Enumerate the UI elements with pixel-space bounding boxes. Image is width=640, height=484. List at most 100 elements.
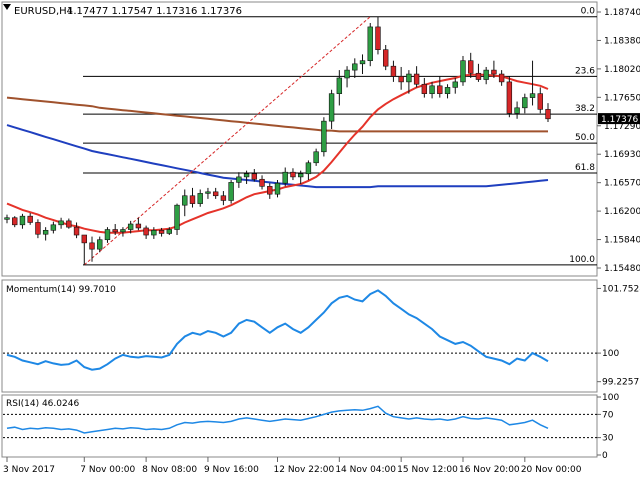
candle xyxy=(321,117,327,157)
candle xyxy=(243,170,250,184)
bear-candle-body xyxy=(498,73,505,83)
fib-trend-line xyxy=(83,16,371,266)
price-tick-label: 1.18380 xyxy=(604,36,640,46)
candle xyxy=(212,187,219,199)
bull-candle-body xyxy=(522,97,528,109)
bull-candle-body xyxy=(197,193,203,204)
bull-candle-body xyxy=(514,107,520,114)
bear-candle-body xyxy=(143,227,149,236)
candle xyxy=(189,187,196,208)
candle xyxy=(12,216,18,228)
bull-candle-body xyxy=(282,171,288,184)
bear-candle-body xyxy=(537,93,543,110)
time-tick-label: 20 Nov 00:00 xyxy=(521,465,582,475)
bear-candle-body xyxy=(12,217,18,226)
price-tick-label: 1.18740 xyxy=(604,8,640,18)
rsi-panel[interactable]: RSI(14) 46.0246 100 70 30 0 xyxy=(1,393,619,461)
momentum-tick-label: 99.2257 xyxy=(602,378,639,388)
fib-level-label: 50.0 xyxy=(575,133,595,143)
candle xyxy=(174,203,180,236)
candle xyxy=(383,44,389,71)
candle xyxy=(166,227,172,236)
fib-level-label: 0.0 xyxy=(581,7,596,17)
candle xyxy=(35,219,41,239)
fib-level-label: 61.8 xyxy=(575,163,595,173)
candle xyxy=(143,225,149,239)
candle xyxy=(313,148,319,166)
bull-candle-body xyxy=(367,26,373,61)
bull-candle-body xyxy=(50,224,57,231)
bear-candle-body xyxy=(506,81,513,114)
bear-candle-body xyxy=(413,73,420,85)
bull-candle-body xyxy=(406,73,412,83)
momentum-line xyxy=(6,289,549,371)
fib-level-label: 38.2 xyxy=(575,104,595,114)
candle xyxy=(359,54,366,75)
symbol-label: EURUSD,H4 xyxy=(14,6,73,17)
rsi-panel-frame xyxy=(1,394,598,458)
price-axis: 1.18740 1.18380 1.18020 1.17650 1.17290 1.169… xyxy=(597,8,640,274)
fibonacci-retracement[interactable]: 0.0 23.6 38.2 50.0 61.8 100.0 xyxy=(83,7,597,266)
candle xyxy=(58,217,64,229)
momentum-title: Momentum(14) 99.7010 xyxy=(6,285,116,295)
bull-candle-body xyxy=(104,229,111,241)
candle xyxy=(120,227,126,237)
candle xyxy=(251,169,258,182)
bull-candle-body xyxy=(344,69,350,79)
candle xyxy=(390,60,397,82)
candle xyxy=(429,81,435,99)
bear-candle-body xyxy=(27,215,33,223)
bull-candle-body xyxy=(151,230,157,236)
bull-candle-body xyxy=(97,239,103,250)
candle xyxy=(398,66,404,90)
trendline[interactable] xyxy=(83,16,371,266)
bear-candle-body xyxy=(189,195,196,204)
price-panel[interactable]: EURUSD,H4 1.17477 1.17547 1.17316 1.1737… xyxy=(1,1,640,277)
price-tick-label: 1.17290 xyxy=(604,122,640,132)
bear-candle-body xyxy=(491,69,497,75)
candle xyxy=(259,175,265,190)
bull-candle-body xyxy=(182,195,188,206)
fib-level-label: 23.6 xyxy=(575,66,595,76)
time-tick-label: 8 Nov 08:00 xyxy=(142,465,197,475)
momentum-panel[interactable]: Momentum(14) 99.7010 101.7528 100 99.2257 xyxy=(1,279,640,393)
sma-mid-line xyxy=(6,96,548,133)
bear-candle-body xyxy=(468,60,474,74)
bull-candle-body xyxy=(336,77,343,94)
candle xyxy=(475,63,482,82)
bear-candle-body xyxy=(475,72,482,80)
candle xyxy=(413,66,420,88)
bear-candle-body xyxy=(66,220,72,228)
candle xyxy=(135,217,142,231)
bear-candle-body xyxy=(220,195,227,201)
candle xyxy=(406,70,412,94)
rsi-series xyxy=(6,405,549,434)
bear-candle-body xyxy=(112,229,118,233)
candle xyxy=(267,183,273,199)
bull-candle-body xyxy=(205,191,211,194)
candle xyxy=(197,189,203,207)
candle xyxy=(27,213,33,225)
bear-candle-body xyxy=(259,178,265,187)
candle xyxy=(344,66,350,88)
last-price-box xyxy=(598,113,640,125)
bear-candle-body xyxy=(212,191,219,197)
bull-candle-body xyxy=(274,182,281,195)
collapse-triangle-icon[interactable] xyxy=(3,4,11,10)
candle xyxy=(522,93,528,114)
candle xyxy=(97,236,103,253)
price-tick-label: 1.16570 xyxy=(604,179,640,189)
candle xyxy=(290,168,296,181)
candle xyxy=(4,214,10,224)
candle xyxy=(545,103,551,122)
rsi-tick-label: 70 xyxy=(602,410,614,420)
bear-candle-body xyxy=(81,234,87,244)
bear-candle-body xyxy=(73,226,80,236)
candle xyxy=(89,236,95,262)
candle xyxy=(460,55,466,86)
bull-candle-body xyxy=(297,173,304,178)
bull-candle-body xyxy=(321,120,327,153)
ohlc-readout: 1.17477 1.17547 1.17316 1.17376 xyxy=(67,6,242,17)
